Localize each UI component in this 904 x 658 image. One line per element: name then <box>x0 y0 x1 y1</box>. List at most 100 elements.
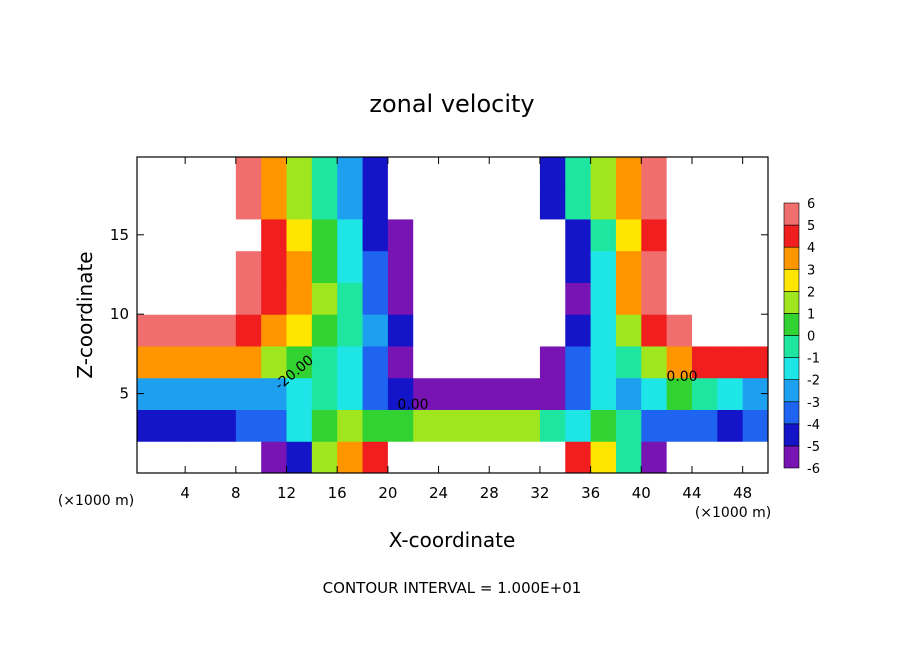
field-cell <box>742 314 768 347</box>
field-cell <box>137 314 161 347</box>
field-cell <box>514 377 541 410</box>
x-tick-label: 4 <box>180 484 190 502</box>
field-cell <box>438 441 465 473</box>
x-unit-label: (×1000 m) <box>58 493 134 509</box>
field-cell <box>362 409 389 442</box>
x-tick-label: 24 <box>429 484 448 502</box>
field-cell <box>159 157 186 188</box>
field-cell <box>235 345 262 379</box>
field-cell <box>185 157 211 188</box>
field-cell <box>565 377 592 410</box>
field-cell <box>641 377 668 410</box>
field-cell <box>413 218 440 252</box>
field-cell <box>742 187 768 220</box>
field-cell <box>565 314 592 347</box>
x-tick-label: 28 <box>480 484 499 502</box>
field-cell <box>311 345 338 379</box>
field-cell <box>337 250 364 283</box>
x-axis-label: X-coordinate <box>389 528 516 552</box>
field-cell <box>691 282 718 315</box>
field-cell <box>185 377 211 410</box>
field-cell <box>438 218 465 252</box>
field-cell <box>717 314 744 347</box>
field-cell <box>539 187 566 220</box>
colorbar-label: -6 <box>807 462 820 477</box>
field-cell <box>641 441 668 473</box>
field-cell <box>641 187 668 220</box>
field-cell <box>590 282 617 315</box>
field-cell <box>717 218 744 252</box>
field-cell <box>261 345 288 379</box>
field-cell <box>261 157 288 188</box>
field-cell <box>489 345 516 379</box>
field-cell <box>413 345 440 379</box>
field-cell <box>463 314 490 347</box>
colorbar-label: -5 <box>807 440 820 455</box>
field-cell <box>666 250 693 283</box>
field-cell <box>137 441 161 473</box>
field-cell <box>717 441 744 473</box>
field-cell <box>337 157 364 188</box>
field-cell <box>514 314 541 347</box>
field-cell <box>666 282 693 315</box>
field-cell <box>590 157 617 188</box>
x-tick-label: 32 <box>530 484 549 502</box>
field-cell <box>590 345 617 379</box>
field-cell <box>590 218 617 252</box>
field-cell <box>514 187 541 220</box>
field-cell <box>717 282 744 315</box>
field-cell <box>210 441 237 473</box>
field-cell <box>641 282 668 315</box>
field-cell <box>159 345 186 379</box>
field-cell <box>539 218 566 252</box>
field-cell <box>514 441 541 473</box>
field-cell <box>235 282 262 315</box>
field-cell <box>463 282 490 315</box>
field-cell <box>261 377 288 410</box>
field-cell <box>337 314 364 347</box>
field-cell <box>137 409 161 442</box>
field-cell <box>742 345 768 379</box>
field-cell <box>286 218 313 252</box>
field-cell <box>590 377 617 410</box>
field-cell <box>539 157 566 188</box>
field-cell <box>463 157 490 188</box>
plot-frame <box>136 156 769 474</box>
field-cell <box>641 345 668 379</box>
field-cell <box>489 218 516 252</box>
field-cell <box>413 314 440 347</box>
colorbar-swatch <box>783 246 800 270</box>
field-cell <box>565 441 592 473</box>
field-cell <box>362 250 389 283</box>
field-cell <box>261 409 288 442</box>
field-cell <box>185 187 211 220</box>
field-cell <box>489 282 516 315</box>
field-cell <box>362 377 389 410</box>
field-cell <box>210 409 237 442</box>
field-cell <box>413 409 440 442</box>
field-cell <box>362 345 389 379</box>
colorbar-label: -1 <box>807 352 820 367</box>
field-cell <box>666 377 693 410</box>
field-cell <box>286 187 313 220</box>
field-cell <box>590 314 617 347</box>
field-cell <box>539 409 566 442</box>
x-tick-label: 44 <box>682 484 701 502</box>
field-cell <box>463 377 490 410</box>
field-cell <box>565 218 592 252</box>
contour-label: 0.00 <box>666 369 697 385</box>
field-cell <box>362 218 389 252</box>
field-cell <box>717 187 744 220</box>
field-cell <box>185 250 211 283</box>
field-cell <box>691 187 718 220</box>
field-cell <box>286 441 313 473</box>
field-cell <box>539 314 566 347</box>
field-cell <box>185 314 211 347</box>
field-cell <box>539 250 566 283</box>
colorbar-swatch <box>783 423 800 447</box>
field-cell <box>159 377 186 410</box>
field-cell <box>261 282 288 315</box>
field-cell <box>387 282 414 315</box>
colorbar-label: -4 <box>807 418 820 433</box>
